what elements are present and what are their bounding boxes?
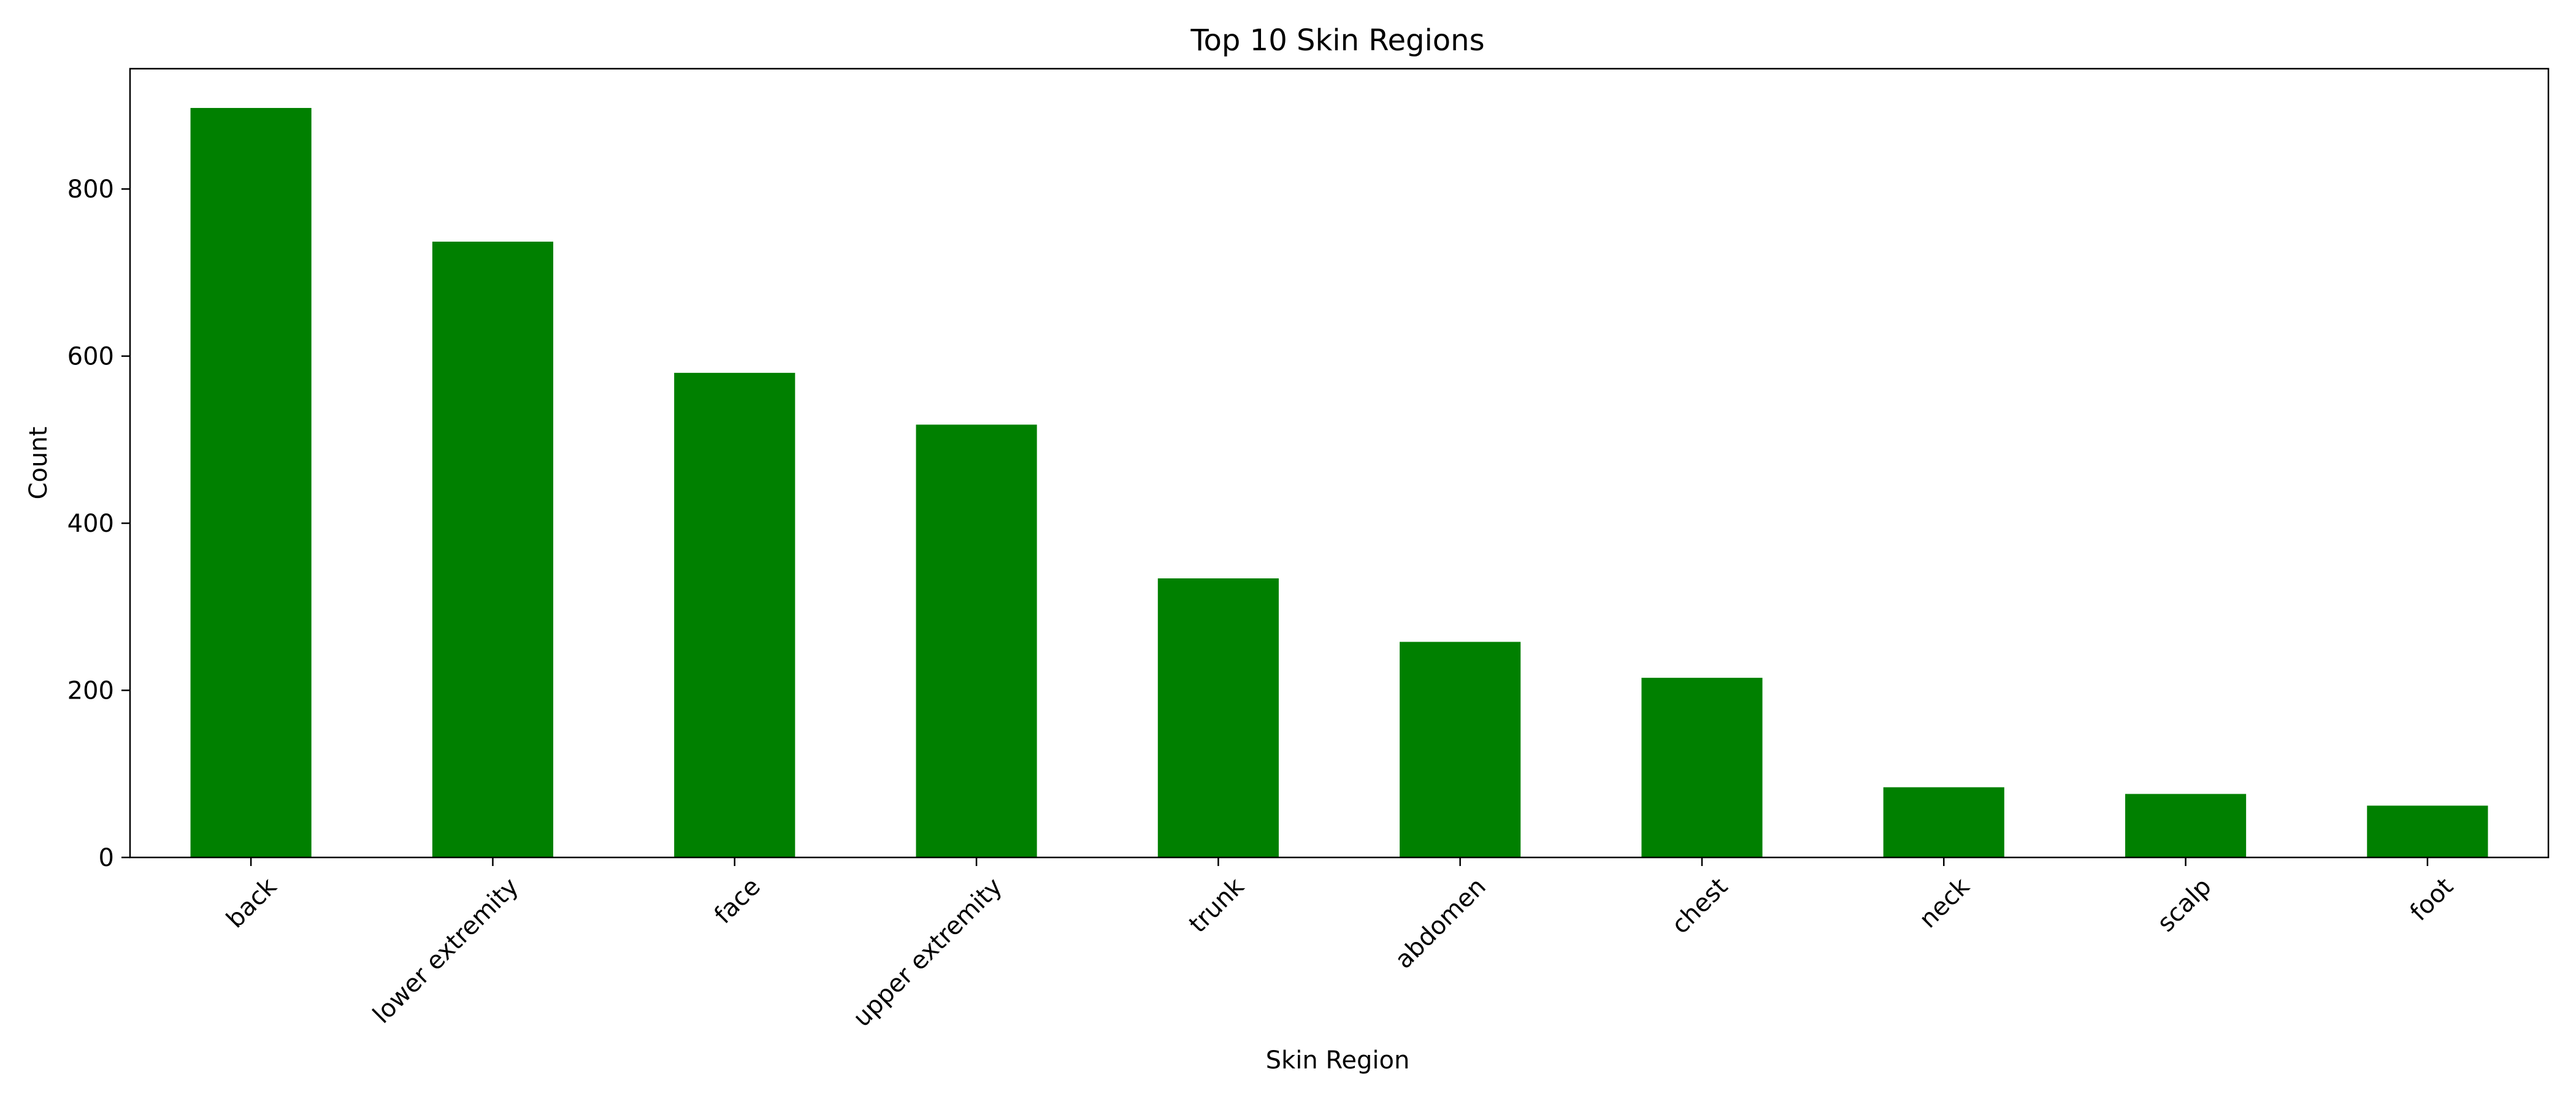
y-axis: 0 200 400 600 800 — [67, 175, 130, 872]
chart-title: Top 10 Skin Regions — [1190, 23, 1484, 58]
y-tick-label: 800 — [67, 175, 114, 204]
y-tick-label: 200 — [67, 677, 114, 705]
y-tick-label: 0 — [99, 844, 114, 872]
plot-frame — [129, 67, 2550, 859]
bar-trunk — [1157, 578, 1279, 857]
y-tick-label: 600 — [67, 343, 114, 371]
bar-back — [190, 108, 312, 857]
bars-group — [190, 108, 2488, 857]
bar-face — [674, 372, 795, 857]
y-axis-label: Count — [25, 427, 53, 500]
x-axis-label: Skin Region — [1266, 1046, 1410, 1075]
bar-lower-extremity — [432, 241, 554, 857]
bar-scalp — [2125, 794, 2247, 857]
y-tick-label: 400 — [67, 510, 114, 538]
bar-upper-extremity — [916, 424, 1037, 857]
bar-foot — [2367, 805, 2488, 857]
bar-neck — [1883, 787, 2004, 857]
bar-chest — [1641, 678, 1763, 857]
bar-abdomen — [1400, 642, 1521, 857]
